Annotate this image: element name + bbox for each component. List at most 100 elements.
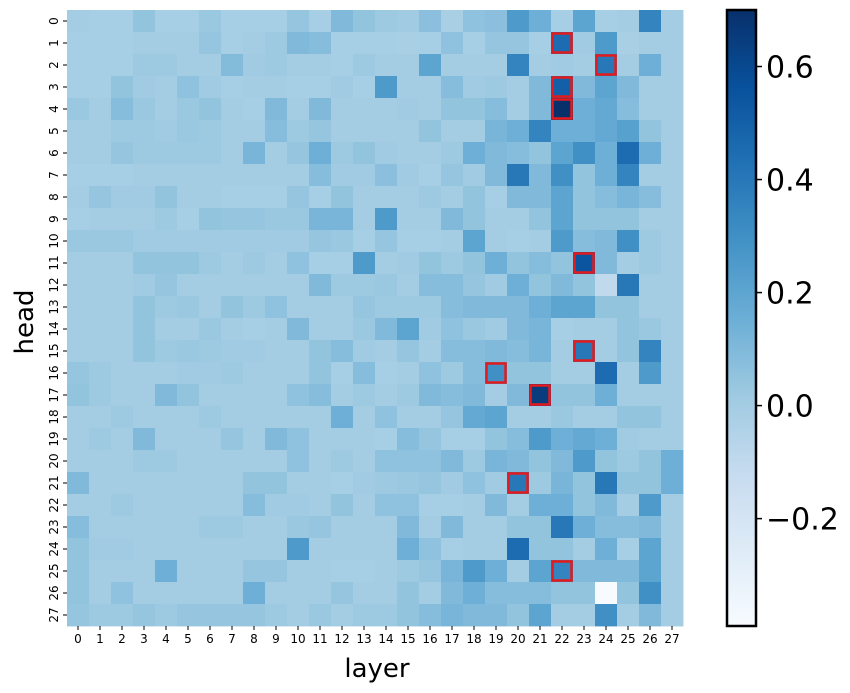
heatmap-cell	[243, 142, 266, 165]
heatmap-cell	[375, 120, 398, 143]
heatmap-cell	[243, 340, 266, 363]
heatmap-cell	[111, 384, 134, 407]
heatmap-cell	[573, 560, 596, 583]
heatmap-cell	[265, 340, 288, 363]
heatmap-cell	[243, 472, 266, 495]
heatmap-cell	[661, 472, 684, 495]
heatmap-cell	[463, 516, 486, 539]
heatmap-cell	[551, 318, 574, 341]
heatmap-cell	[573, 428, 596, 451]
heatmap-cell	[661, 54, 684, 77]
heatmap-cell	[639, 208, 662, 231]
y-tick-label: 24	[47, 541, 61, 556]
heatmap-cell	[155, 582, 178, 605]
heatmap-cell	[265, 604, 288, 627]
heatmap-cell	[375, 560, 398, 583]
heatmap-cell	[485, 76, 508, 99]
heatmap-cell	[639, 318, 662, 341]
heatmap-cell	[67, 472, 90, 495]
heatmap-cell	[639, 164, 662, 187]
heatmap-cell	[397, 406, 420, 429]
heatmap-cell	[661, 252, 684, 275]
heatmap-cell	[89, 362, 112, 385]
heatmap-cell	[551, 582, 574, 605]
heatmap-cell	[507, 164, 530, 187]
heatmap-cell	[485, 538, 508, 561]
heatmap-cell	[507, 516, 530, 539]
heatmap-cell	[331, 76, 354, 99]
heatmap-cell	[375, 472, 398, 495]
x-tick-label: 16	[422, 632, 437, 646]
heatmap-cell	[243, 10, 266, 33]
heatmap-cell	[419, 274, 442, 297]
heatmap-cell	[331, 142, 354, 165]
y-tick-label: 2	[47, 61, 61, 69]
heatmap-cell	[529, 406, 552, 429]
heatmap-cell	[243, 516, 266, 539]
heatmap-cell	[639, 54, 662, 77]
colorbar-frame	[725, 8, 758, 628]
heatmap-cell	[463, 494, 486, 517]
heatmap-cell	[111, 560, 134, 583]
heatmap-cell	[331, 274, 354, 297]
heatmap-cell	[199, 406, 222, 429]
heatmap-cell	[441, 186, 464, 209]
heatmap-cell	[111, 54, 134, 77]
heatmap-cell	[287, 450, 310, 473]
heatmap-cell	[133, 538, 156, 561]
heatmap-cell	[265, 142, 288, 165]
heatmap-cell	[67, 362, 90, 385]
heatmap-cell	[595, 362, 618, 385]
heatmap-cell	[661, 384, 684, 407]
y-tick-label: 21	[47, 475, 61, 490]
heatmap-cell	[353, 164, 376, 187]
heatmap-cell	[595, 604, 618, 627]
heatmap-cell	[551, 10, 574, 33]
heatmap-cell	[441, 494, 464, 517]
heatmap-cell	[639, 538, 662, 561]
heatmap-cell	[485, 142, 508, 165]
heatmap-cell	[353, 54, 376, 77]
y-tick-label: 6	[47, 149, 61, 157]
heatmap-cell	[111, 340, 134, 363]
heatmap-cell	[507, 340, 530, 363]
heatmap-cell	[287, 318, 310, 341]
heatmap-cell	[551, 560, 574, 583]
heatmap-cell	[177, 296, 200, 319]
heatmap-cell	[133, 362, 156, 385]
heatmap-cells	[67, 10, 684, 627]
heatmap-cell	[485, 10, 508, 33]
heatmap-cell	[133, 32, 156, 55]
heatmap-cell	[661, 560, 684, 583]
heatmap-cell	[243, 230, 266, 253]
x-tick-label: 20	[510, 632, 525, 646]
heatmap-cell	[155, 362, 178, 385]
heatmap-cell	[573, 230, 596, 253]
heatmap-cell	[67, 428, 90, 451]
heatmap-cell	[155, 472, 178, 495]
heatmap-cell	[529, 76, 552, 99]
heatmap-cell	[419, 120, 442, 143]
heatmap-cell	[661, 98, 684, 121]
heatmap-cell	[617, 384, 640, 407]
heatmap-cell	[89, 120, 112, 143]
heatmap-cell	[133, 120, 156, 143]
heatmap-cell	[419, 318, 442, 341]
heatmap-cell	[221, 582, 244, 605]
heatmap-cell	[551, 274, 574, 297]
heatmap-cell	[507, 186, 530, 209]
heatmap-cell	[287, 98, 310, 121]
heatmap-cell	[309, 406, 332, 429]
heatmap-cell	[265, 252, 288, 275]
heatmap-cell	[639, 186, 662, 209]
x-axis-ticks: 0 1 2 3 4 5 6 7 8 9 10 11 12 13 14 15 16 17 18 19 20 21 22 23 24…	[74, 626, 680, 646]
heatmap-cell	[639, 406, 662, 429]
heatmap-cell	[155, 120, 178, 143]
heatmap-cell	[529, 362, 552, 385]
heatmap-cell	[265, 296, 288, 319]
heatmap-cell	[639, 362, 662, 385]
heatmap-cell	[221, 538, 244, 561]
heatmap-cell	[133, 274, 156, 297]
heatmap-cell	[419, 450, 442, 473]
heatmap-cell	[243, 560, 266, 583]
